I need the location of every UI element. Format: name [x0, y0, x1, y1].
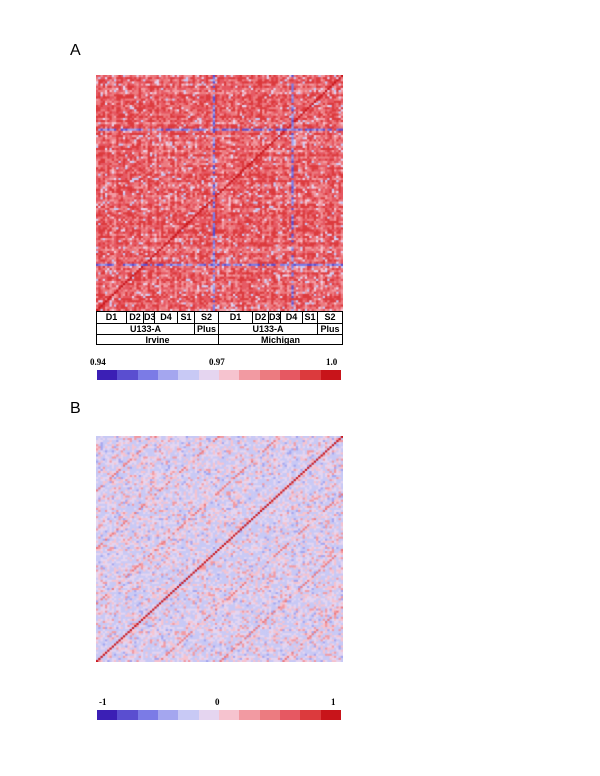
colorbar-swatch — [157, 710, 179, 720]
group-label: D2 — [127, 312, 144, 323]
colorbar-swatch — [157, 370, 179, 380]
group-label: D4 — [155, 312, 178, 323]
colorbar-a — [97, 370, 341, 380]
panel-a-label: A — [70, 42, 81, 59]
platform-label: U133-A — [97, 323, 195, 334]
heatmap-a — [96, 75, 343, 311]
colorbar-swatch — [198, 370, 219, 380]
colorbar-swatch — [178, 710, 199, 720]
colorbar-swatch — [218, 370, 240, 380]
colorbar-swatch — [259, 370, 280, 380]
sample-annotation-table: D1 D2 D3 D4 S1 S2 D1 D2 D3 D4 S1 S2 U133… — [96, 311, 343, 345]
group-label: D1 — [219, 312, 253, 323]
colorbar-swatch — [239, 710, 260, 720]
group-label: D3 — [269, 312, 281, 323]
platform-label: Plus — [195, 323, 219, 334]
colorbar-a-tick-mid: 0.97 — [209, 357, 225, 367]
group-label: S1 — [178, 312, 195, 323]
group-label: S2 — [324, 312, 336, 322]
colorbar-swatch — [300, 370, 321, 380]
colorbar-swatch — [218, 710, 240, 720]
colorbar-swatch — [239, 370, 260, 380]
colorbar-swatch — [137, 710, 158, 720]
colorbar-swatch — [178, 370, 199, 380]
site-label: Irvine — [97, 334, 219, 345]
colorbar-swatch — [279, 710, 301, 720]
colorbar-b-tick-min: -1 — [99, 697, 107, 707]
colorbar-swatch — [117, 710, 138, 720]
group-label: D3 — [144, 312, 156, 323]
colorbar-a-tick-min: 0.94 — [90, 357, 106, 367]
colorbar-swatch — [320, 710, 341, 720]
colorbar-swatch — [97, 710, 118, 720]
colorbar-swatch — [198, 710, 219, 720]
group-label: D1 — [97, 312, 127, 323]
colorbar-a-tick-max: 1.0 — [326, 357, 338, 367]
site-label: Michigan — [219, 334, 342, 345]
group-label: D2 — [253, 312, 269, 323]
group-label: D4 — [281, 312, 303, 323]
colorbar-swatch — [259, 710, 280, 720]
heatmap-b — [96, 436, 343, 662]
colorbar-swatch — [300, 710, 321, 720]
colorbar-swatch — [117, 370, 138, 380]
colorbar-swatch — [97, 370, 118, 380]
colorbar-swatch — [320, 370, 341, 380]
panel-b-label: B — [70, 400, 81, 417]
colorbar-b-tick-max: 1 — [331, 697, 336, 707]
colorbar-swatch — [279, 370, 301, 380]
platform-label: Plus — [318, 323, 342, 334]
colorbar-b — [97, 710, 341, 720]
colorbar-b-tick-mid: 0 — [215, 697, 220, 707]
group-label: S2 — [195, 312, 219, 323]
platform-label: U133-A — [219, 323, 318, 334]
group-label: S1 — [303, 312, 318, 323]
colorbar-swatch — [137, 370, 158, 380]
